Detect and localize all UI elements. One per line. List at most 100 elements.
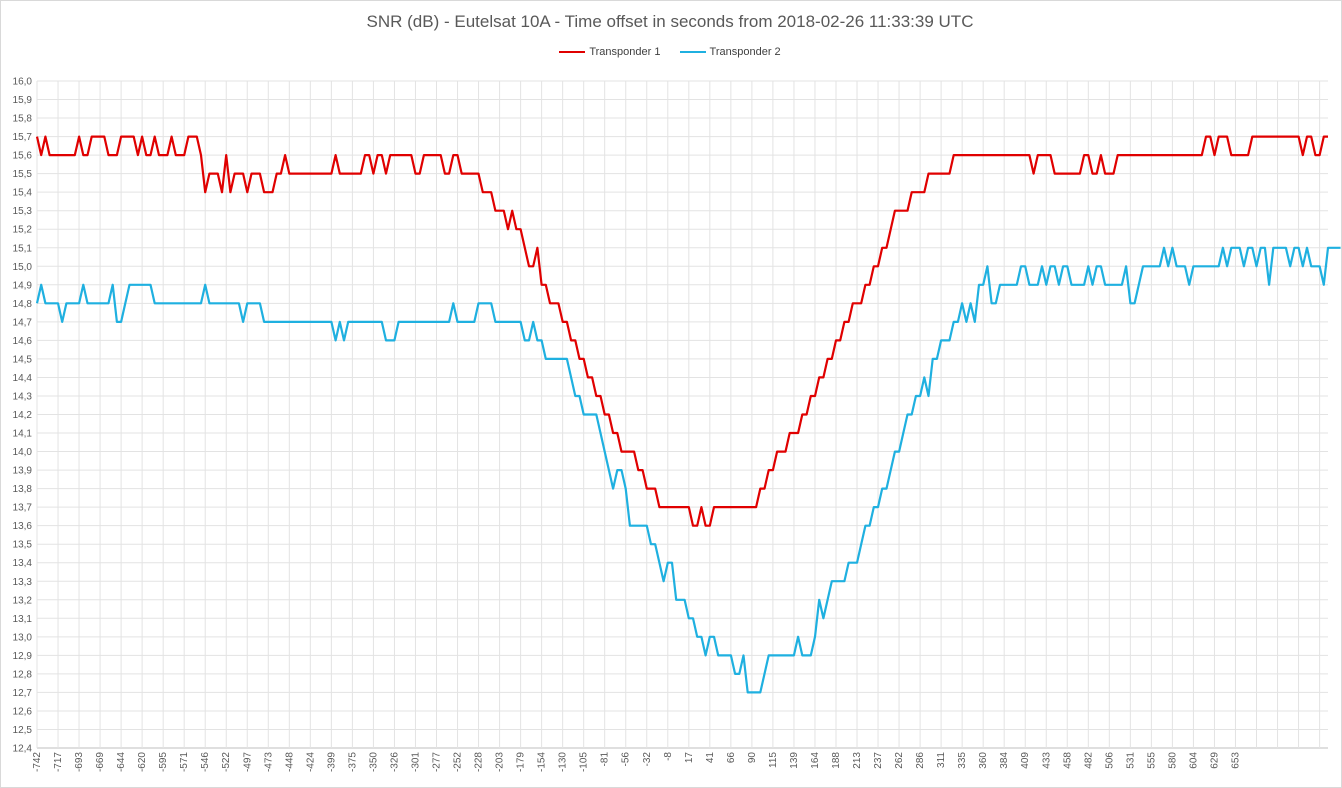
x-tick-label: -717 — [53, 752, 64, 772]
x-tick-label: 531 — [1125, 752, 1136, 769]
x-tick-label: -154 — [537, 752, 548, 772]
y-tick-label: 13,8 — [13, 484, 33, 495]
x-tick-label: -105 — [579, 752, 590, 772]
x-axis-tick-labels: -742 -717 -693 -669 -644 -620 -595 -571 -546 -522… — [32, 752, 1241, 772]
legend: Transponder 1 Transponder 2 — [0, 46, 1340, 58]
y-tick-label: 14,9 — [13, 280, 33, 291]
y-tick-label: 12,8 — [13, 669, 33, 680]
x-tick-label: -252 — [453, 752, 464, 772]
x-tick-label: 335 — [957, 752, 968, 769]
x-tick-label: 433 — [1041, 752, 1052, 769]
y-tick-label: 15,5 — [13, 169, 33, 180]
x-tick-label: -81 — [600, 752, 611, 767]
y-tick-label: 12,9 — [13, 651, 33, 662]
x-tick-label: -595 — [158, 752, 169, 772]
x-tick-label: -399 — [326, 752, 337, 772]
x-tick-label: 188 — [831, 752, 842, 769]
legend-item-transponder-2: Transponder 2 — [679, 46, 781, 59]
y-tick-label: 15,9 — [13, 95, 33, 106]
x-tick-label: -424 — [305, 752, 316, 772]
x-tick-label: -571 — [179, 752, 190, 772]
y-tick-label: 12,6 — [13, 706, 33, 717]
x-tick-label: -522 — [221, 752, 232, 772]
y-tick-label: 13,5 — [13, 540, 33, 551]
y-tick-label: 15,3 — [13, 206, 33, 217]
x-tick-label: -301 — [410, 752, 421, 772]
y-tick-label: 14,1 — [13, 429, 33, 440]
chart-title: SNR (dB) - Eutelsat 10A - Time offset in… — [366, 12, 974, 31]
x-tick-label: -693 — [74, 752, 85, 772]
x-tick-label: 286 — [915, 752, 926, 769]
x-tick-label: 506 — [1104, 752, 1115, 769]
legend-item-transponder-1: Transponder 1 — [559, 46, 660, 58]
y-tick-label: 13,3 — [13, 577, 33, 588]
y-axis-tick-labels: 12,4 12,5 12,6 12,7 12,8 12,9 13,0 13,1 13,2 13,3… — [13, 77, 33, 755]
x-tick-label: 17 — [684, 752, 695, 764]
x-tick-label: 164 — [810, 752, 821, 769]
y-tick-label: 15,0 — [13, 262, 33, 273]
x-tick-label: -497 — [242, 752, 253, 772]
y-tick-label: 14,4 — [13, 373, 33, 384]
x-tick-label: -56 — [621, 752, 632, 767]
x-tick-label: -277 — [431, 752, 442, 772]
x-tick-label: 262 — [894, 752, 905, 769]
y-tick-label: 12,5 — [13, 725, 33, 736]
y-tick-label: 13,6 — [13, 521, 33, 532]
x-tick-label: 41 — [705, 752, 716, 764]
x-tick-label: -228 — [474, 752, 485, 772]
x-tick-label: 629 — [1209, 752, 1220, 769]
y-tick-label: 14,2 — [13, 410, 33, 421]
legend-swatch-transponder-1 — [559, 51, 586, 54]
series-lines — [35, 135, 1341, 694]
y-tick-label: 14,5 — [13, 354, 33, 365]
x-tick-label: -350 — [368, 752, 379, 772]
y-tick-label: 13,4 — [13, 558, 33, 569]
y-tick-label: 13,0 — [13, 632, 33, 643]
x-tick-label: -375 — [347, 752, 358, 772]
x-tick-label: 237 — [873, 752, 884, 769]
x-tick-label: 604 — [1188, 752, 1199, 769]
x-tick-label: -669 — [95, 752, 106, 772]
series-line-transponder-1 — [35, 135, 1328, 527]
x-tick-label: -620 — [137, 752, 148, 772]
x-tick-label: 653 — [1230, 752, 1241, 769]
y-tick-label: 13,9 — [13, 466, 33, 477]
x-tick-label: 213 — [852, 752, 863, 769]
y-tick-label: 16,0 — [13, 77, 33, 88]
y-tick-label: 12,4 — [13, 744, 33, 755]
y-tick-label: 14,7 — [13, 317, 33, 328]
x-tick-label: 384 — [999, 752, 1010, 769]
y-tick-label: 15,2 — [13, 225, 33, 236]
y-tick-label: 13,2 — [13, 595, 33, 606]
x-tick-label: 311 — [936, 752, 947, 768]
gridlines — [36, 80, 1328, 749]
x-tick-label: -473 — [263, 752, 274, 772]
y-tick-label: 15,7 — [13, 132, 33, 143]
y-tick-label: 14,6 — [13, 336, 33, 347]
x-tick-label: 90 — [747, 752, 758, 764]
legend-label-transponder-2: Transponder 2 — [709, 46, 781, 59]
x-tick-label: 360 — [978, 752, 989, 769]
x-tick-label: -448 — [284, 752, 295, 772]
y-tick-label: 15,6 — [13, 151, 33, 162]
x-tick-label: 555 — [1146, 752, 1157, 769]
x-tick-label: -742 — [32, 752, 43, 772]
x-tick-label: -130 — [558, 752, 569, 772]
x-tick-label: -546 — [200, 752, 211, 772]
x-tick-label: -179 — [516, 752, 527, 772]
legend-swatch-transponder-2 — [679, 51, 706, 54]
x-tick-label: -326 — [389, 752, 400, 772]
y-tick-label: 13,7 — [13, 503, 33, 514]
y-tick-label: 12,7 — [13, 688, 33, 699]
y-tick-label: 15,4 — [13, 188, 33, 199]
x-tick-label: 139 — [789, 752, 800, 769]
y-tick-label: 14,8 — [13, 299, 33, 310]
legend-label-transponder-1: Transponder 1 — [589, 46, 661, 59]
x-tick-label: 115 — [768, 752, 779, 768]
y-tick-label: 15,1 — [13, 243, 33, 254]
x-tick-label: -203 — [495, 752, 506, 772]
x-tick-label: 409 — [1020, 752, 1031, 769]
x-tick-label: 482 — [1083, 752, 1094, 769]
